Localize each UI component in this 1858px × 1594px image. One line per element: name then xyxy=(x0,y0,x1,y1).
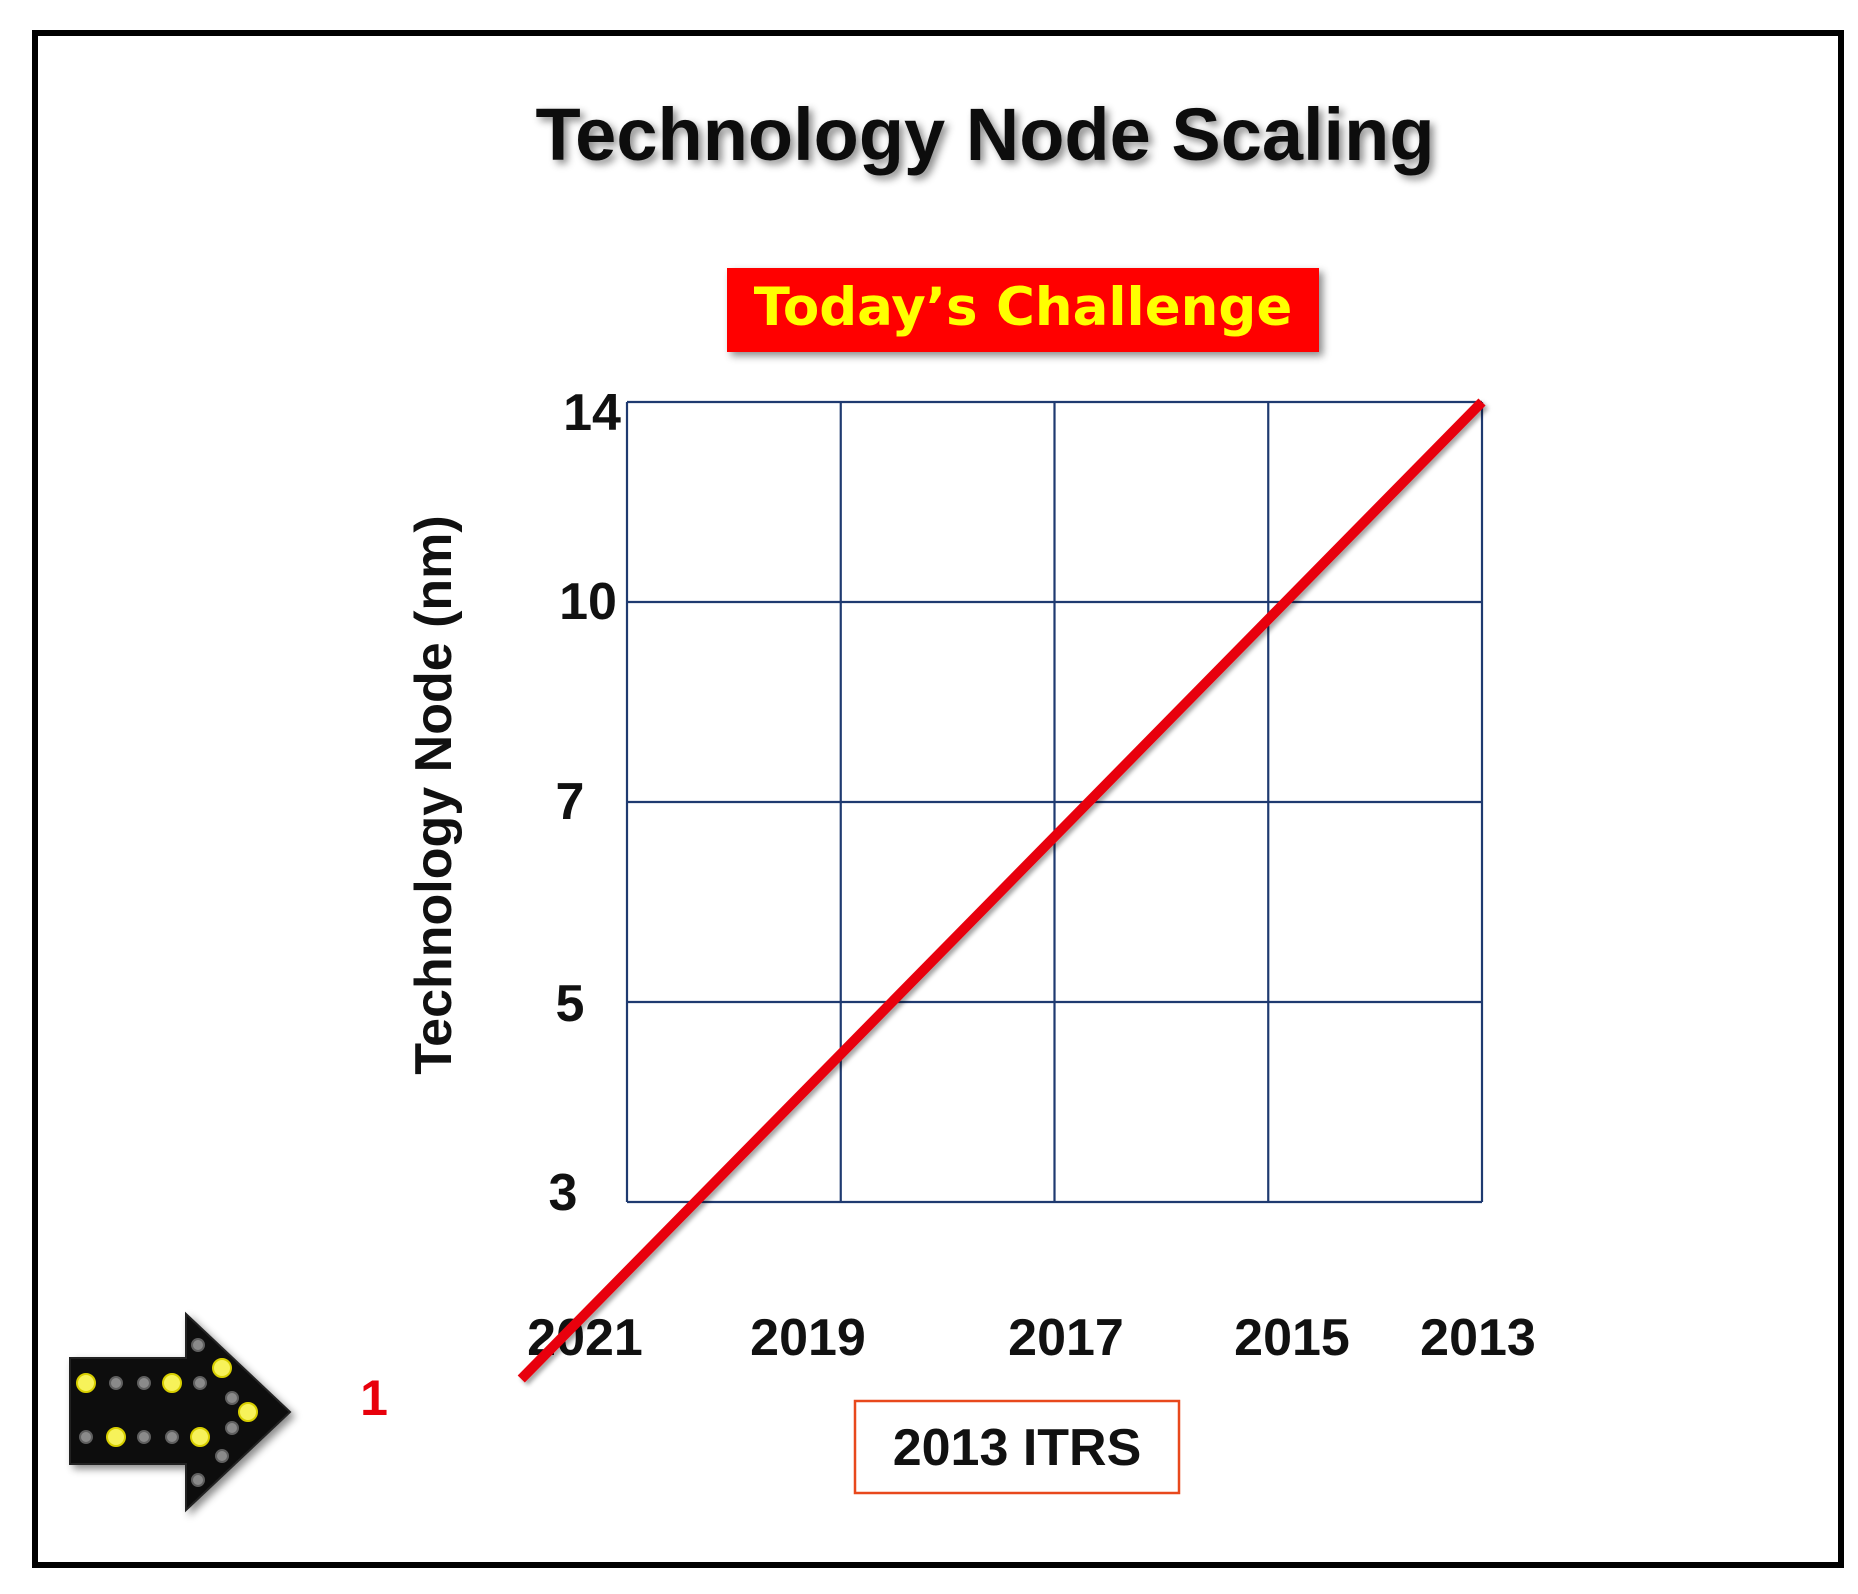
extrapolated-value-label: 1 xyxy=(360,1370,388,1426)
arrow-light-dot xyxy=(191,1473,205,1487)
arrow-light-dot xyxy=(193,1376,207,1390)
y-tick-label: 14 xyxy=(563,384,621,442)
arrow-light-dot xyxy=(137,1376,151,1390)
arrow-light-dot xyxy=(225,1421,239,1435)
y-axis-label: Technology Node (nm) xyxy=(405,515,463,1074)
arrow-light-dot xyxy=(215,1449,229,1463)
y-tick-label: 3 xyxy=(549,1164,578,1222)
x-tick-label: 2013 xyxy=(1420,1309,1536,1367)
arrow-light-dot xyxy=(191,1338,205,1352)
arrow-light-dot xyxy=(106,1427,126,1447)
slide-frame xyxy=(32,30,1844,1568)
source-label: 2013 ITRS xyxy=(893,1419,1142,1477)
x-tick-label: 2017 xyxy=(1008,1309,1124,1367)
x-tick-label: 2015 xyxy=(1234,1309,1350,1367)
trend-line xyxy=(517,398,1486,1383)
source-label-box: 2013 ITRS xyxy=(853,1399,1181,1495)
arrow-light-dot xyxy=(225,1391,239,1405)
arrow-light-dot xyxy=(238,1402,258,1422)
y-tick-label: 7 xyxy=(556,773,585,831)
chart-title: Technology Node Scaling xyxy=(535,93,1434,176)
x-tick-label: 2019 xyxy=(750,1309,866,1367)
y-tick-label: 5 xyxy=(556,975,585,1033)
arrow-light-dot xyxy=(162,1373,182,1393)
challenge-banner-text: Today’s Challenge xyxy=(754,277,1293,338)
marquee-arrow-icon xyxy=(69,1311,292,1513)
y-tick-label: 10 xyxy=(559,573,617,631)
arrow-light-dot xyxy=(165,1430,179,1444)
arrow-light-dot xyxy=(76,1373,96,1393)
challenge-banner: Today’s Challenge xyxy=(727,268,1319,352)
arrow-light-dot xyxy=(79,1430,93,1444)
arrow-light-dot xyxy=(109,1376,123,1390)
arrow-light-dot xyxy=(190,1427,210,1447)
arrow-light-dot xyxy=(137,1430,151,1444)
arrow-light-dot xyxy=(212,1358,232,1378)
